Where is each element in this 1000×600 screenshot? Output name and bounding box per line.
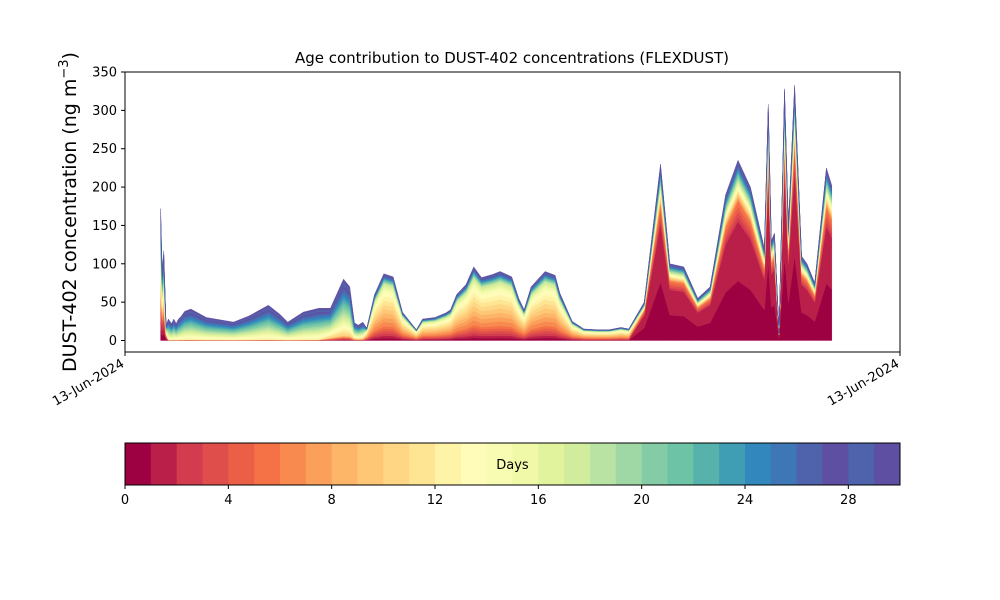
colorbar-tick-label: 16 [530, 493, 547, 508]
colorbar-segment [822, 443, 849, 485]
colorbar-segment [125, 443, 152, 485]
colorbar-tick-label: 0 [121, 493, 129, 508]
area-band-day-29 [160, 85, 832, 333]
colorbar-segment [202, 443, 229, 485]
x-tick-label: 13-Jun-2024 [825, 356, 902, 409]
colorbar-segment [667, 443, 694, 485]
colorbar-tick-label: 8 [328, 493, 336, 508]
colorbar-segment [564, 443, 591, 485]
colorbar: Days 0 4 8 12 16 20 24 28 [121, 442, 901, 508]
colorbar-segment [486, 443, 513, 485]
y-tick-label: 100 [92, 257, 117, 272]
colorbar-segment [305, 443, 333, 485]
colorbar-frame [124, 442, 901, 486]
colorbar-segment [409, 443, 436, 485]
colorbar-segment [745, 443, 772, 485]
colorbar-segment [331, 443, 358, 485]
colorbar-segment [460, 443, 488, 485]
colorbar-segment [254, 443, 281, 485]
colorbar-segment [435, 443, 462, 485]
plot-frame [124, 71, 901, 353]
colorbar-segment [641, 443, 668, 485]
colorbar-tick-label: 28 [840, 493, 857, 508]
colorbar-segment [280, 443, 307, 485]
colorbar-segment [228, 443, 255, 485]
stacked-area-plot [160, 85, 832, 341]
colorbar-segment [383, 443, 410, 485]
colorbar-tick-label: 12 [427, 493, 444, 508]
colorbar-segment [848, 443, 875, 485]
colorbar-segment [176, 443, 203, 485]
colorbar-segment [538, 443, 565, 485]
chart-title: Age contribution to DUST-402 concentrati… [295, 49, 729, 67]
colorbar-tick-label: 20 [633, 493, 650, 508]
y-tick-label: 300 [92, 104, 117, 119]
colorbar-segment [770, 443, 798, 485]
colorbar-segment [357, 443, 384, 485]
colorbar-segment [796, 443, 823, 485]
y-tick-label: 250 [92, 142, 117, 157]
colorbar-label: Days [496, 458, 529, 473]
colorbar-segment [693, 443, 720, 485]
y-tick-label: 200 [92, 181, 117, 196]
colorbar-tick-label: 4 [224, 493, 232, 508]
y-axis-label-superscript: −3 [57, 59, 72, 78]
y-tick-label: 50 [100, 296, 117, 311]
y-tick-label: 0 [109, 334, 117, 349]
y-axis-label: DUST-402 concentration (ng m−3) [57, 52, 81, 372]
y-axis-label-close: ) [59, 52, 81, 59]
colorbar-segment [874, 443, 901, 485]
y-tick-label: 350 [92, 66, 117, 81]
y-axis: 0 50 100 150 200 250 300 350 [92, 66, 125, 349]
y-axis-label-text: DUST-402 concentration (ng m [59, 79, 81, 372]
y-tick-label: 150 [92, 219, 117, 234]
colorbar-segment [590, 443, 617, 485]
colorbar-segment [615, 443, 643, 485]
colorbar-segment [719, 443, 746, 485]
colorbar-segment [150, 443, 178, 485]
x-axis: 13-Jun-2024 13-Jun-2024 [50, 352, 902, 409]
colorbar-segment [512, 443, 539, 485]
colorbar-tick-label: 24 [737, 493, 754, 508]
